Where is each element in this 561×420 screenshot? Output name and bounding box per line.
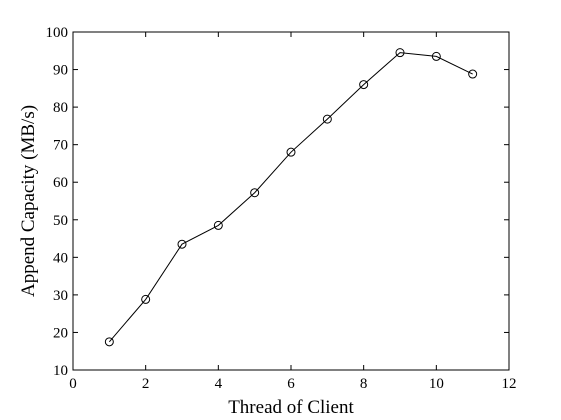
data-point — [250, 188, 260, 198]
x-tick-label: 0 — [69, 376, 77, 392]
data-point — [322, 114, 332, 124]
data-point — [359, 80, 369, 90]
x-tick-label: 2 — [142, 376, 150, 392]
x-axis-label: Thread of Client — [228, 397, 354, 418]
data-point — [213, 220, 223, 230]
y-tick-label: 60 — [53, 175, 68, 191]
x-axis: 0 2 4 6 8 10 12 — [69, 32, 517, 392]
y-tick-label: 70 — [53, 138, 68, 154]
data-point — [395, 48, 405, 58]
data-point — [104, 337, 114, 347]
x-tick-label: 8 — [360, 376, 368, 392]
y-tick-label: 50 — [53, 213, 68, 229]
data-point — [431, 51, 441, 61]
y-tick-label: 100 — [46, 25, 69, 41]
data-point — [141, 294, 151, 304]
series-layer — [104, 48, 478, 347]
y-tick-label: 80 — [53, 100, 68, 116]
data-point — [468, 69, 478, 79]
y-tick-label: 10 — [53, 363, 68, 379]
data-point — [177, 239, 187, 249]
x-tick-label: 12 — [502, 376, 517, 392]
x-tick-label: 4 — [215, 376, 223, 392]
y-tick-label: 30 — [53, 288, 68, 304]
x-tick-label: 10 — [429, 376, 444, 392]
y-tick-label: 20 — [53, 325, 68, 341]
y-axis-label: Append Capacity (MB/s) — [18, 105, 39, 297]
plot-area — [72, 31, 510, 371]
x-tick-label: 6 — [287, 376, 295, 392]
series-line — [108, 52, 473, 343]
y-axis: 10 20 30 40 50 60 70 80 90 100 — [46, 25, 509, 379]
data-point — [286, 147, 296, 157]
y-tick-label: 40 — [53, 250, 68, 266]
y-tick-label: 90 — [53, 63, 68, 79]
